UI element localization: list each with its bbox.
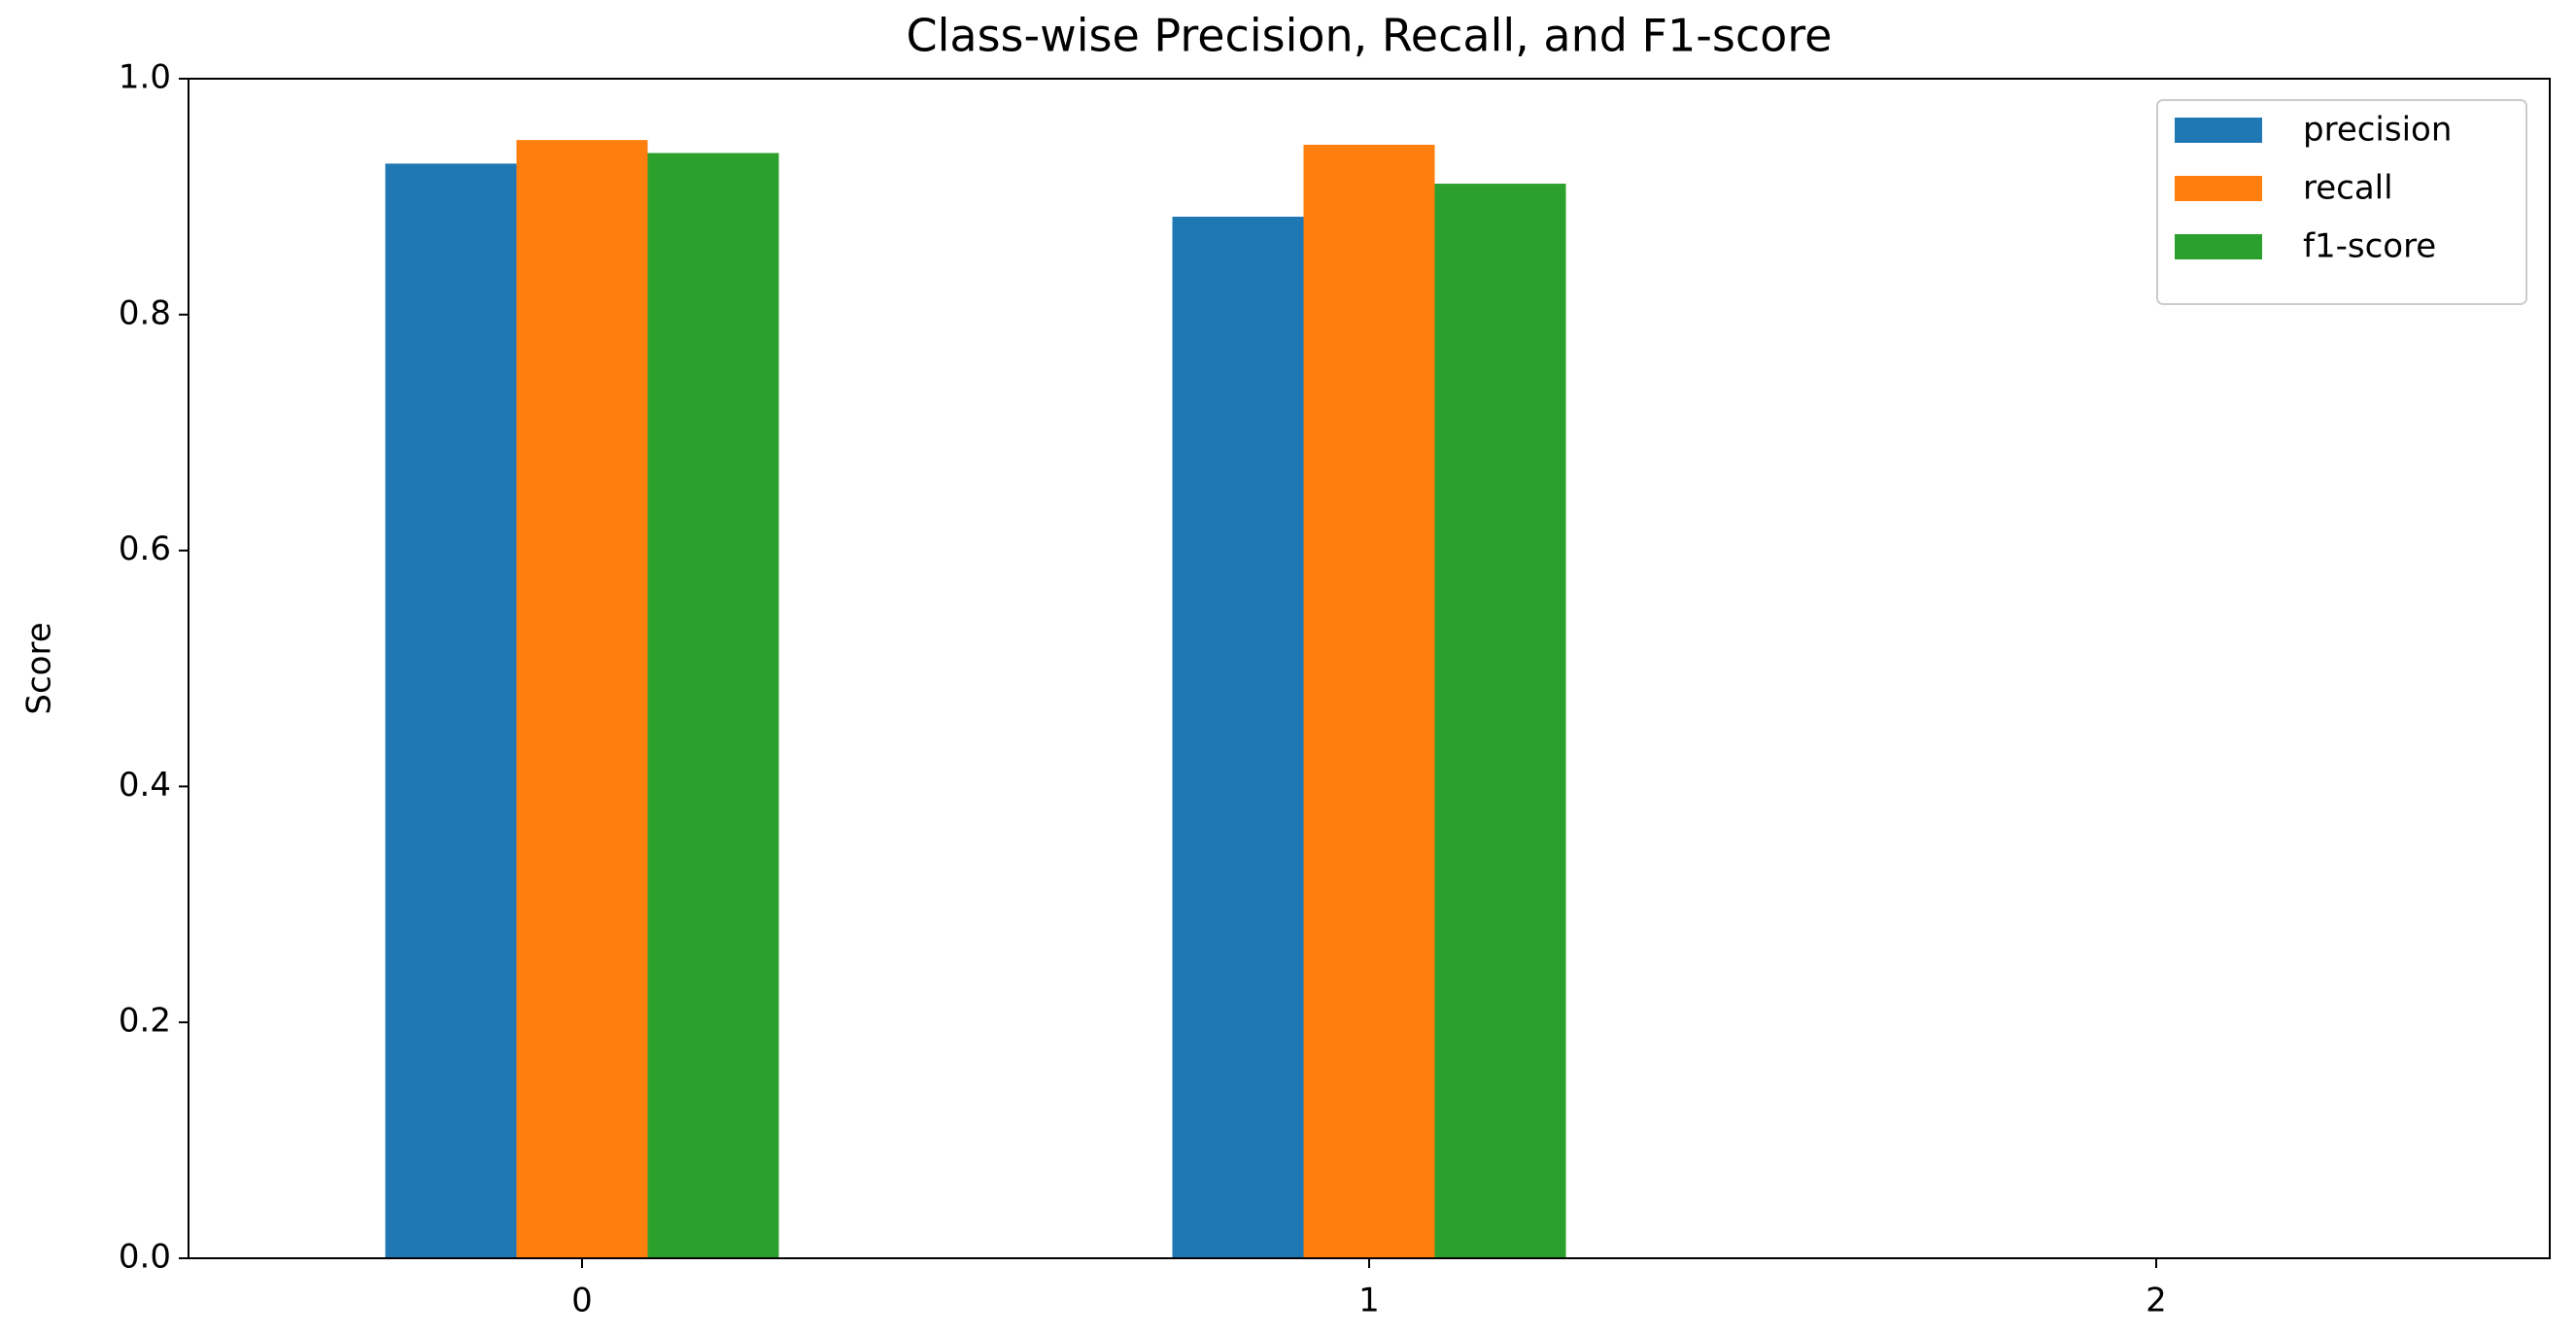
bar: [647, 153, 779, 1259]
x-tick-label: 1: [1358, 1282, 1380, 1320]
bar: [516, 140, 648, 1258]
y-tick-label: 0.6: [119, 530, 171, 568]
y-tick-label: 0.0: [119, 1238, 171, 1277]
legend-swatch: [2175, 118, 2262, 143]
y-tick-label: 0.8: [119, 293, 171, 332]
x-tick-label: 0: [571, 1282, 593, 1320]
y-tick-label: 0.4: [119, 766, 171, 805]
chart-title: Class-wise Precision, Recall, and F1-sco…: [907, 10, 1833, 62]
plot-frame: [188, 78, 2551, 1259]
legend-label: recall: [2303, 169, 2393, 208]
y-tick-label: 0.2: [119, 1002, 171, 1041]
legend-swatch: [2175, 234, 2262, 259]
x-tick-label: 2: [2146, 1282, 2167, 1320]
bar: [1434, 184, 1566, 1258]
bar: [1172, 217, 1304, 1259]
bar: [1303, 144, 1435, 1258]
legend-label: f1-score: [2303, 227, 2436, 266]
bar: [385, 163, 517, 1259]
y-axis-label: Score: [20, 622, 59, 714]
legend-swatch: [2175, 176, 2262, 201]
y-tick-label: 1.0: [119, 58, 171, 97]
legend-label: precision: [2303, 111, 2452, 150]
